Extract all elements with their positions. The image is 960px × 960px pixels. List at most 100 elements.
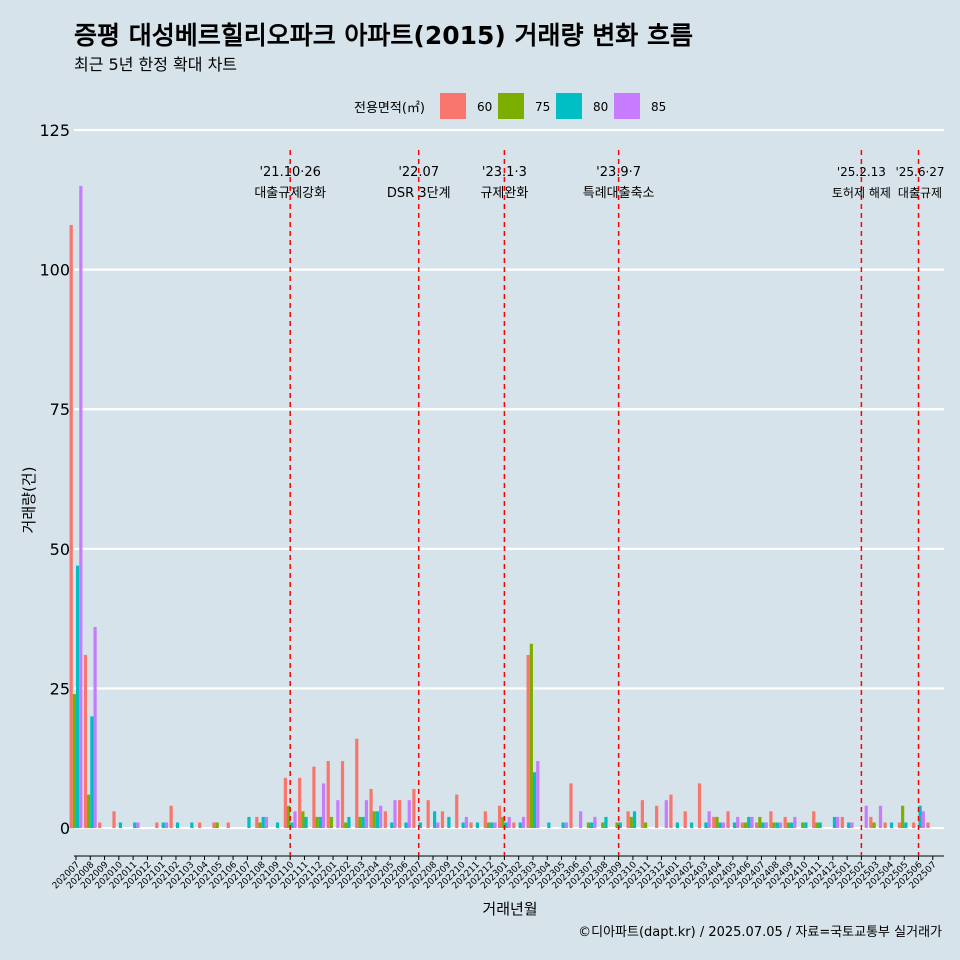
bar (286, 805, 291, 829)
bar (93, 627, 97, 829)
legend-swatch (614, 93, 640, 119)
y-tick-label: 50 (50, 540, 70, 559)
chart-title: 증평 대성베르힐리오파크 아파트(2015) 거래량 변화 흐름 (74, 21, 693, 50)
event-date: '23.9·7 (596, 165, 641, 180)
bar (775, 822, 779, 829)
bar (626, 811, 630, 829)
bar (664, 800, 668, 829)
plot-area: 0255075100125202007202008202009202010202… (39, 121, 944, 891)
bar (529, 643, 533, 829)
y-tick-label: 25 (50, 679, 70, 698)
bar (758, 816, 762, 829)
bar (475, 822, 480, 829)
bar (683, 811, 687, 829)
bar (440, 811, 445, 829)
bar (704, 822, 708, 829)
legend-label: 80 (593, 100, 608, 114)
bar (275, 822, 280, 829)
bar (732, 822, 737, 829)
bar (293, 811, 297, 829)
bar (436, 822, 440, 829)
bar (783, 816, 787, 829)
bar (340, 761, 345, 829)
bar (497, 805, 502, 829)
bar (847, 822, 851, 829)
bar (98, 822, 102, 829)
bar (164, 822, 169, 829)
bar (761, 822, 765, 829)
bar (632, 811, 637, 829)
bar (258, 822, 262, 829)
bar (190, 822, 194, 829)
legend-label: 60 (477, 100, 492, 114)
bar (832, 816, 837, 829)
bar (375, 811, 380, 829)
bar (655, 805, 659, 829)
event-date: '23.1·3 (482, 165, 527, 180)
bar (455, 794, 459, 829)
bar (526, 654, 530, 829)
bar (304, 816, 308, 829)
bar (812, 811, 816, 829)
bar (675, 822, 679, 829)
legend-label: 85 (651, 100, 666, 114)
bar (247, 816, 251, 829)
bar (155, 822, 159, 829)
bar (778, 822, 783, 829)
bar (336, 800, 340, 829)
event-label: 대출규제 (898, 186, 942, 200)
bar (912, 822, 916, 829)
bar (490, 822, 494, 829)
bar (76, 565, 80, 829)
bar (383, 811, 387, 829)
bar (329, 816, 334, 829)
bar (215, 822, 219, 829)
y-tick-label: 125 (39, 121, 70, 140)
bar (169, 805, 173, 829)
bar (736, 816, 740, 829)
bar (136, 822, 140, 829)
bar (398, 800, 402, 829)
bar (547, 822, 551, 829)
bar (707, 811, 711, 829)
bar (393, 800, 397, 829)
event-date: '21.10·26 (259, 165, 320, 180)
bar (593, 816, 597, 829)
bar (90, 716, 94, 829)
y-tick-label: 0 (60, 819, 70, 838)
bar (261, 816, 265, 829)
bar (793, 816, 797, 829)
bar (850, 822, 854, 829)
bar (198, 822, 202, 829)
bar (133, 822, 137, 829)
bar (298, 777, 302, 829)
bar (358, 816, 362, 829)
bar (447, 816, 451, 829)
bar (407, 800, 411, 829)
legend-swatch (498, 93, 524, 119)
event-label: 특례대출축소 (583, 186, 655, 201)
bar (569, 783, 573, 829)
bar (864, 805, 868, 829)
bar (740, 822, 744, 829)
bar (747, 816, 751, 829)
bar (769, 811, 773, 829)
bar (815, 822, 819, 829)
bar (726, 811, 730, 829)
bar (629, 816, 633, 829)
bar (579, 811, 583, 829)
bar (290, 822, 294, 829)
bar (801, 822, 805, 829)
event-label: 토허제 해제 (832, 186, 891, 200)
event-label: DSR 3단계 (387, 186, 451, 201)
bar (461, 822, 465, 829)
bar (321, 783, 326, 829)
bar (721, 822, 726, 829)
bar (669, 794, 673, 829)
bar (618, 822, 622, 829)
bar (412, 788, 416, 829)
bar (532, 772, 537, 829)
bar (897, 822, 902, 829)
bar (312, 766, 316, 829)
